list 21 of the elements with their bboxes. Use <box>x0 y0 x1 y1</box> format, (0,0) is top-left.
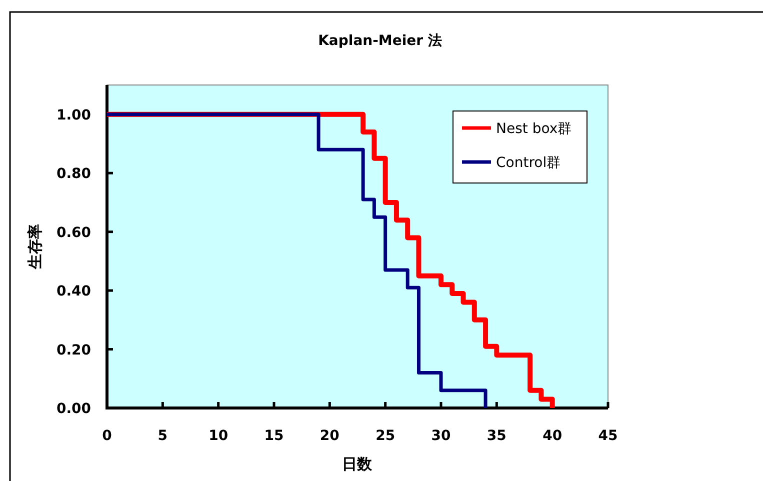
legend-label: Control群 <box>496 155 561 171</box>
x-tick-label: 25 <box>376 428 396 444</box>
y-tick-label: 0.00 <box>56 401 92 417</box>
y-tick-label: 0.80 <box>56 166 92 182</box>
x-tick-label: 20 <box>320 428 340 444</box>
y-tick-label: 1.00 <box>56 107 92 124</box>
legend-label: Nest box群 <box>496 121 572 137</box>
y-tick-label: 0.20 <box>56 342 92 358</box>
chart-title: Kaplan-Meier 法 <box>318 33 442 49</box>
x-tick-label: 10 <box>208 428 228 444</box>
x-axis-title: 日数 <box>342 455 373 473</box>
x-tick-label: 0 <box>102 428 112 444</box>
x-tick-label: 35 <box>486 428 506 444</box>
x-tick-label: 40 <box>542 428 562 444</box>
x-tick-label: 45 <box>598 428 618 444</box>
y-tick-label: 0.40 <box>56 284 92 300</box>
y-axis-title: 生存率 <box>26 224 44 270</box>
y-tick-label: 0.60 <box>56 224 92 241</box>
x-tick-label: 15 <box>264 428 284 444</box>
x-tick-label: 5 <box>158 428 168 444</box>
x-tick-label: 30 <box>431 428 451 444</box>
